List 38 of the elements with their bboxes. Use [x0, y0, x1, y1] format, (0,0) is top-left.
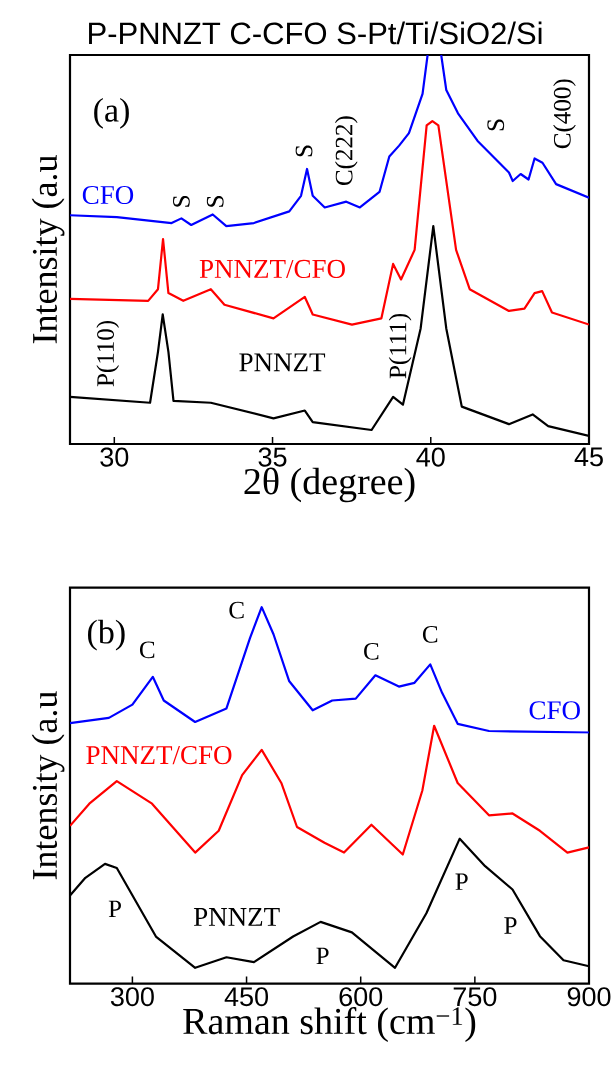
annotation: P [316, 947, 329, 965]
x-tick-label: 450 [224, 987, 269, 1007]
series-label: PNNZT [239, 353, 326, 372]
x-axis-title: Raman shift (cm$^{−1}$) [183, 1007, 476, 1042]
y-axis-title: Intensity (a.u [31, 691, 65, 880]
annotation: P [455, 873, 468, 890]
x-axis-title: 2θ (degree) [244, 467, 415, 503]
chart-title: P-PNNZT C-CFO S-Pt/Ti/SiO2/Si [89, 21, 542, 45]
annotation: C(222) [334, 116, 358, 186]
annotation: P [504, 917, 517, 934]
series-label: CFO [529, 701, 580, 720]
x-tick-label: 750 [453, 987, 497, 1007]
annotation: (a) [94, 97, 129, 129]
annotation: C [422, 625, 438, 643]
x-tick-label: 45 [574, 447, 603, 467]
x-tick-label: 300 [110, 987, 154, 1007]
x-tick-label: 600 [339, 987, 383, 1007]
annotation: S [206, 196, 224, 207]
series-label: PNNZT/CFO [86, 746, 232, 765]
series-label: PNNZT [193, 908, 280, 926]
x-tick-label: 900 [567, 987, 611, 1007]
x-tick-label: 35 [258, 447, 287, 467]
x-tick-label: 40 [416, 447, 445, 467]
annotation: C [139, 641, 155, 659]
x-tick-label: 30 [100, 447, 129, 467]
annotation: P [108, 900, 121, 918]
annotation: C [229, 601, 244, 619]
annotation: P(110) [96, 320, 120, 387]
annotation: C [364, 642, 379, 660]
annotation: (b) [88, 619, 125, 651]
annotation: C(400) [553, 79, 576, 149]
series-label: CFO [82, 185, 134, 205]
annotation: S [487, 119, 505, 131]
annotation: S [295, 145, 313, 157]
series-label: PNNZT/CFO [199, 259, 345, 279]
y-axis-title: Intensity (a.u [31, 155, 65, 344]
annotation: P(111) [388, 313, 412, 379]
annotation: S [173, 195, 190, 207]
